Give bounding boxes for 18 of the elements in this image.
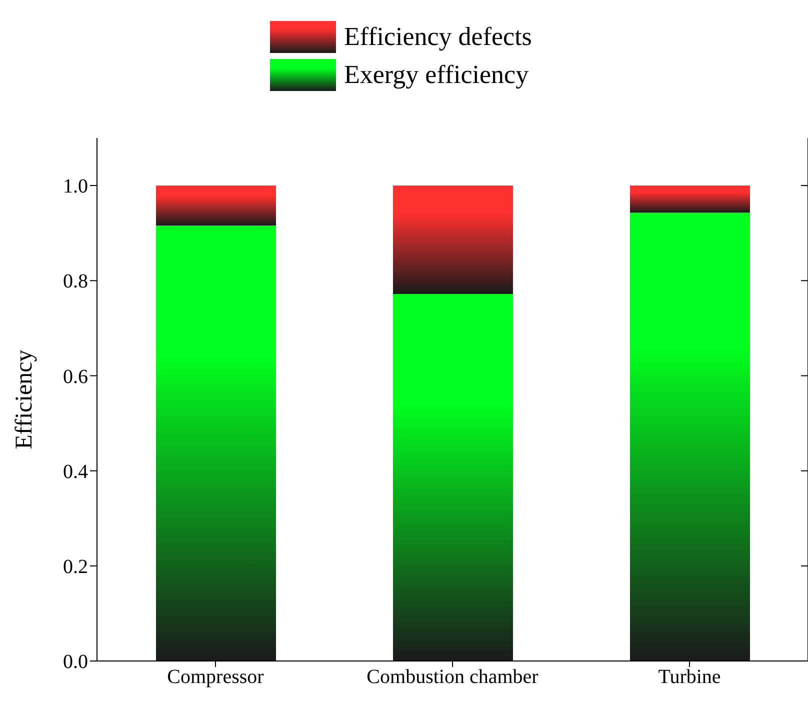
bar: [393, 294, 513, 661]
y-tick-label: 0.2: [63, 556, 88, 578]
bar: [156, 225, 276, 661]
bar: [630, 186, 750, 213]
bar: [156, 186, 276, 226]
y-tick-label: 0.0: [63, 651, 88, 674]
x-tick-label: Combustion chamber: [366, 666, 539, 688]
y-axis-title: Efficiency: [12, 350, 38, 450]
legend-label: Exergy efficiency: [344, 60, 529, 90]
bar: [630, 212, 750, 661]
x-tick-label: Compressor: [167, 666, 264, 688]
y-tick-label: 0.4: [63, 460, 88, 483]
x-tick-label: Turbine: [658, 666, 721, 688]
y-tick-label: 0.6: [63, 366, 88, 388]
y-tick-label: 1.0: [63, 176, 88, 198]
legend-label: Efficiency defects: [344, 22, 532, 52]
y-tick-label: 0.8: [63, 270, 88, 293]
bar: [393, 186, 513, 294]
